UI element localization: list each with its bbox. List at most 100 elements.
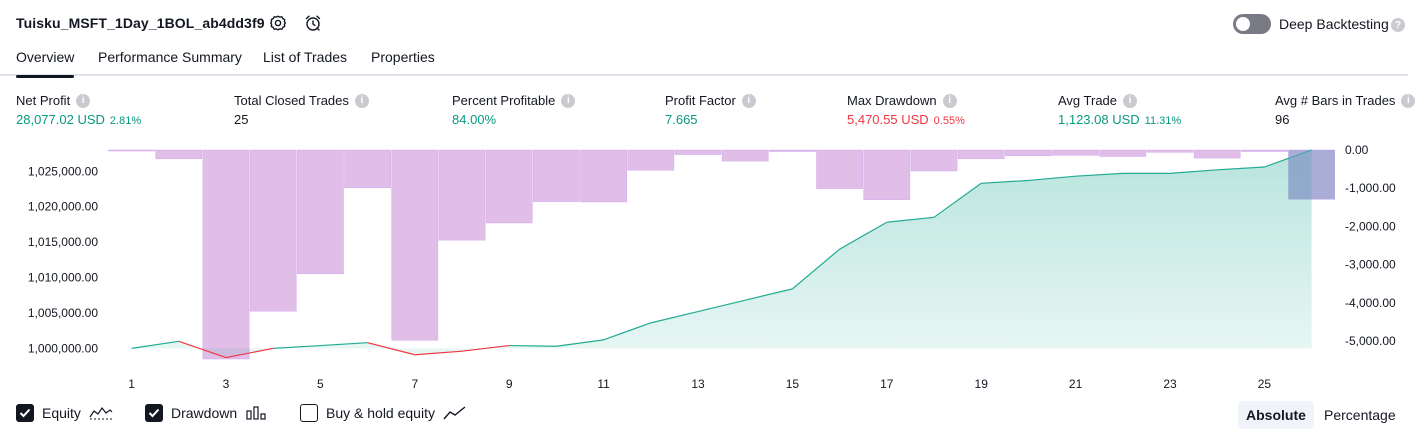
equity-line-segment	[1028, 175, 1076, 182]
chart-legend: Equity Drawdown Buy & hold equity Absolu…	[0, 400, 1424, 430]
equity-checkbox[interactable]	[16, 404, 34, 422]
tab-list-of-trades[interactable]: List of Trades	[263, 49, 348, 65]
x-axis-tick-label: 1	[128, 377, 135, 391]
left-axis-tick-label: 1,020,000.00	[28, 200, 98, 214]
legend-drawdown[interactable]: Drawdown	[145, 404, 267, 422]
metric-label: Profit Factor	[665, 93, 736, 108]
equity-line-segment	[745, 288, 793, 301]
x-axis-tick-label: 19	[975, 377, 989, 391]
equity-line-segment	[839, 221, 888, 250]
equity-line-segment	[1217, 166, 1265, 171]
equity-line-segment	[178, 340, 227, 359]
right-axis-tick-label: 0.00	[1345, 143, 1369, 157]
drawdown-bar[interactable]	[485, 149, 533, 224]
strategy-name: Tuisku_MSFT_1Day_1BOL_ab4dd3f9	[16, 15, 265, 31]
help-icon[interactable]: i	[741, 93, 756, 108]
equity-area	[131, 150, 1312, 358]
metric-net-profit: Net Profit i 28,077.02 USD 2.81%	[16, 93, 141, 127]
equity-icon	[89, 406, 113, 420]
metric-label: Max Drawdown	[847, 93, 937, 108]
equity-line-segment	[225, 347, 274, 359]
buy-hold-checkbox[interactable]	[300, 404, 318, 422]
metric-value: 25	[234, 112, 249, 127]
report-tabs: Overview Performance Summary List of Tra…	[0, 46, 1408, 78]
percentage-mode-button[interactable]: Percentage	[1324, 407, 1396, 423]
drawdown-bar[interactable]	[108, 149, 155, 152]
drawdown-bar[interactable]	[674, 149, 722, 155]
drawdown-bar[interactable]	[1052, 149, 1099, 156]
metric-percent: 0.55%	[933, 115, 965, 127]
drawdown-bars-icon	[246, 406, 266, 420]
drawdown-bar[interactable]	[344, 149, 391, 189]
drawdown-bar[interactable]	[249, 149, 297, 312]
drawdown-checkbox[interactable]	[145, 404, 163, 422]
help-icon[interactable]: i	[942, 93, 957, 108]
equity-line-segment	[1169, 169, 1218, 174]
equity-line-segment	[933, 182, 982, 218]
legend-equity[interactable]: Equity	[16, 404, 113, 422]
drawdown-bar[interactable]	[1241, 149, 1288, 152]
metric-value: 5,470.55 USD	[847, 112, 929, 127]
metric-label: Avg Trade	[1058, 93, 1118, 108]
equity-line-segment	[461, 344, 510, 352]
x-axis-tick-label: 21	[1069, 377, 1083, 391]
left-axis-tick-label: 1,010,000.00	[28, 271, 98, 285]
drawdown-bar[interactable]	[155, 149, 203, 160]
x-axis-tick-label: 5	[317, 377, 324, 391]
equity-line-segment	[273, 344, 321, 349]
equity-drawdown-chart[interactable]: 1,000,000.00 1,005,000.00 1,010,000.00 1,01…	[0, 140, 1424, 395]
left-axis-tick-label: 1,005,000.00	[28, 306, 98, 320]
help-icon[interactable]: i	[1123, 93, 1138, 108]
metric-profit-factor: Profit Factor i 7.665	[665, 93, 756, 127]
help-icon[interactable]: ?	[1391, 18, 1405, 32]
drawdown-bar[interactable]	[1146, 149, 1194, 153]
drawdown-bar[interactable]	[391, 149, 439, 341]
x-axis-tick-label: 13	[691, 377, 705, 391]
help-icon[interactable]: i	[354, 93, 369, 108]
drawdown-bar[interactable]	[438, 149, 486, 241]
left-axis-tick-label: 1,015,000.00	[28, 235, 98, 249]
deep-backtesting-toggle[interactable]	[1233, 14, 1271, 34]
drawdown-bar[interactable]	[533, 149, 580, 202]
metric-total-closed-trades: Total Closed Trades i 25	[234, 93, 369, 127]
drawdown-bar[interactable]	[769, 149, 816, 152]
equity-line-segment	[886, 216, 935, 223]
drawdown-bar[interactable]	[1099, 149, 1147, 157]
tab-properties[interactable]: Properties	[371, 49, 435, 65]
settings-gear-icon[interactable]	[267, 12, 289, 34]
tab-overview[interactable]: Overview	[16, 49, 75, 78]
help-icon[interactable]: i	[561, 93, 576, 108]
drawdown-bar[interactable]	[1193, 149, 1241, 159]
help-icon[interactable]: i	[1401, 93, 1416, 108]
deep-backtesting-label: Deep Backtesting	[1279, 16, 1389, 32]
left-axis-tick-label: 1,000,000.00	[28, 341, 98, 355]
drawdown-bar[interactable]	[957, 149, 1005, 160]
equity-line-segment	[509, 344, 557, 347]
equity-line-segment	[650, 310, 699, 324]
alarm-clock-icon[interactable]	[302, 12, 324, 34]
equity-line-segment	[981, 179, 1029, 184]
trend-line-icon	[443, 406, 466, 420]
tab-performance-summary[interactable]: Performance Summary	[98, 49, 242, 65]
metric-value: 1,123.08 USD	[1058, 112, 1140, 127]
help-icon[interactable]: i	[76, 93, 91, 108]
drawdown-bar[interactable]	[202, 149, 250, 360]
equity-line-segment	[556, 339, 604, 347]
report-header: Tuisku_MSFT_1Day_1BOL_ab4dd3f9 Deep Back…	[0, 0, 1424, 46]
drawdown-bar[interactable]	[863, 149, 911, 200]
metric-value: 7.665	[665, 112, 698, 127]
drawdown-bar[interactable]	[580, 149, 627, 203]
metric-avg-bars-in-trades: Avg # Bars in Trades i 96	[1275, 93, 1416, 127]
x-axis-tick-label: 9	[506, 377, 513, 391]
equity-line-segment	[697, 299, 746, 313]
drawdown-bar[interactable]	[721, 149, 769, 162]
legend-buy-hold-equity[interactable]: Buy & hold equity	[300, 404, 467, 422]
equity-line-segment	[792, 248, 840, 290]
drawdown-bar[interactable]	[297, 149, 344, 275]
drawdown-bar[interactable]	[627, 149, 675, 171]
drawdown-bar[interactable]	[1005, 149, 1052, 156]
metric-value: 84.00%	[452, 112, 497, 127]
absolute-mode-button[interactable]: Absolute	[1238, 401, 1314, 429]
drawdown-bar[interactable]	[910, 149, 958, 172]
drawdown-bar[interactable]	[816, 149, 863, 189]
